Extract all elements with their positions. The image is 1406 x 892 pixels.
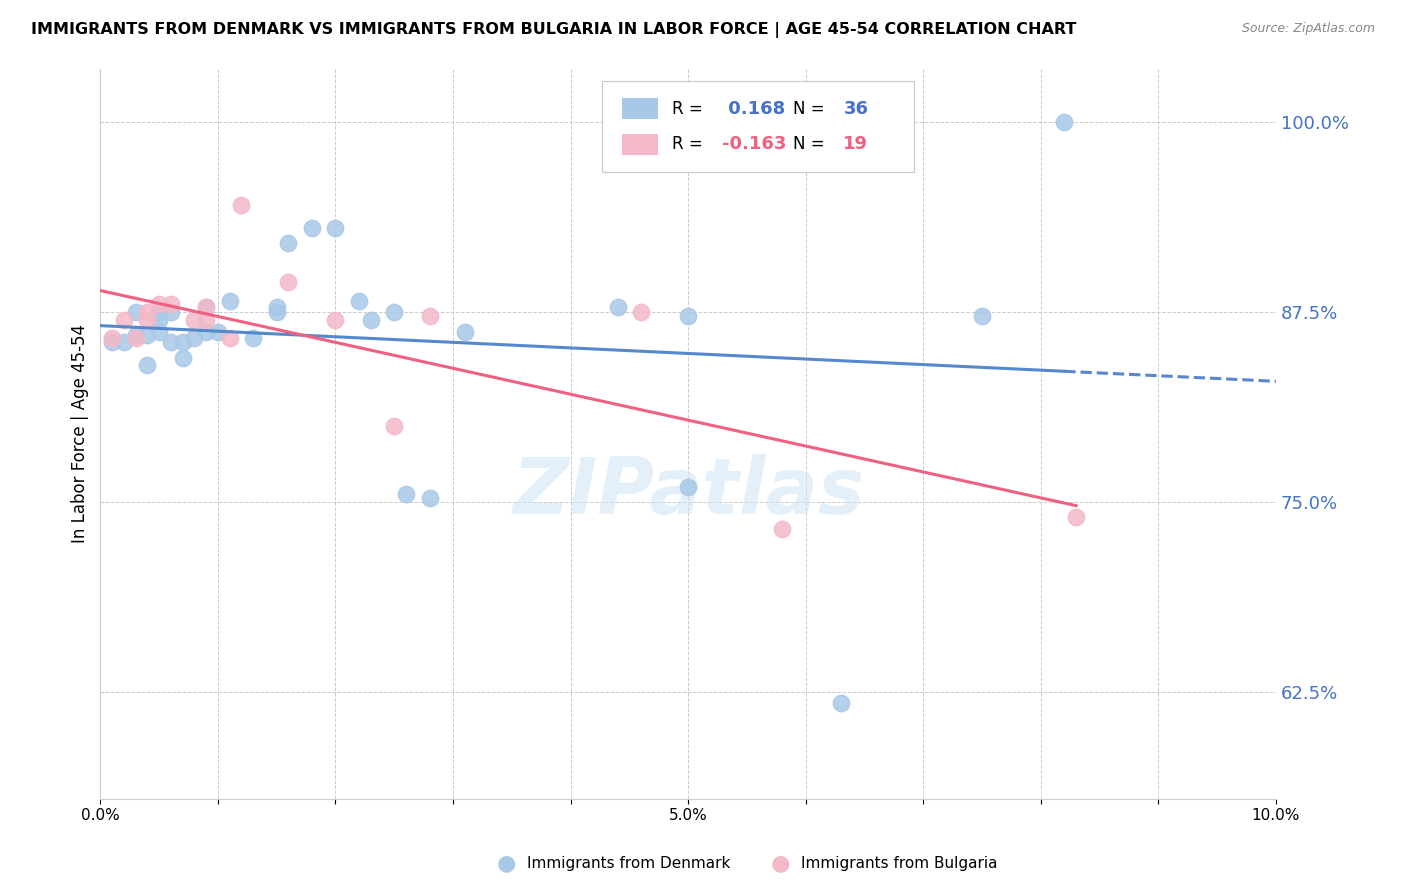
Point [325,312,347,326]
Point [1053,115,1076,129]
Point [606,301,628,315]
Point [136,312,159,326]
Point [160,297,183,311]
Point [218,294,240,309]
Y-axis label: In Labor Force | Age 45-54: In Labor Force | Age 45-54 [72,324,89,543]
Point [347,294,370,309]
Point [136,305,159,319]
Point [136,327,159,342]
Point [148,312,170,326]
Text: N =: N = [793,136,830,153]
Text: N =: N = [793,100,830,118]
Point [676,480,699,494]
Point [183,331,205,345]
Point [418,491,440,505]
Text: 0.168: 0.168 [723,100,786,118]
Point [160,305,183,319]
Point [183,312,205,326]
Point [382,305,405,319]
FancyBboxPatch shape [623,134,658,154]
Point [418,310,440,324]
Point [676,310,699,324]
Point [136,358,159,372]
Text: ●: ● [770,854,790,873]
Point [124,305,146,319]
Text: Source: ZipAtlas.com: Source: ZipAtlas.com [1241,22,1375,36]
Point [266,305,288,319]
Text: 19: 19 [844,136,869,153]
Point [454,325,477,339]
Point [124,331,146,345]
Point [218,331,240,345]
Point [172,335,194,350]
Point [360,312,382,326]
Point [148,297,170,311]
Point [630,305,652,319]
Point [277,275,299,289]
Point [382,419,405,434]
Point [325,221,347,235]
Point [195,301,218,315]
Point [1064,510,1087,524]
Point [830,696,852,710]
Point [266,301,288,315]
Point [277,236,299,251]
Text: R =: R = [672,100,707,118]
Point [770,523,793,537]
Text: Immigrants from Bulgaria: Immigrants from Bulgaria [801,856,998,871]
Text: R =: R = [672,136,707,153]
Point [124,327,146,342]
Point [101,331,124,345]
Point [970,310,993,324]
Text: ●: ● [496,854,516,873]
FancyBboxPatch shape [623,98,658,119]
Point [195,325,218,339]
Text: 36: 36 [844,100,869,118]
Point [112,312,135,326]
Point [242,331,264,345]
Text: -0.163: -0.163 [723,136,786,153]
Point [395,487,418,501]
Point [160,335,183,350]
Text: ZIPatlas: ZIPatlas [512,454,865,530]
Point [148,305,170,319]
Point [101,335,124,350]
Point [148,325,170,339]
Point [231,198,253,212]
Point [195,312,218,326]
FancyBboxPatch shape [602,81,914,172]
Point [195,301,218,315]
Point [112,335,135,350]
Point [172,351,194,365]
Point [207,325,229,339]
Text: Immigrants from Denmark: Immigrants from Denmark [527,856,731,871]
Text: IMMIGRANTS FROM DENMARK VS IMMIGRANTS FROM BULGARIA IN LABOR FORCE | AGE 45-54 C: IMMIGRANTS FROM DENMARK VS IMMIGRANTS FR… [31,22,1077,38]
Point [301,221,323,235]
